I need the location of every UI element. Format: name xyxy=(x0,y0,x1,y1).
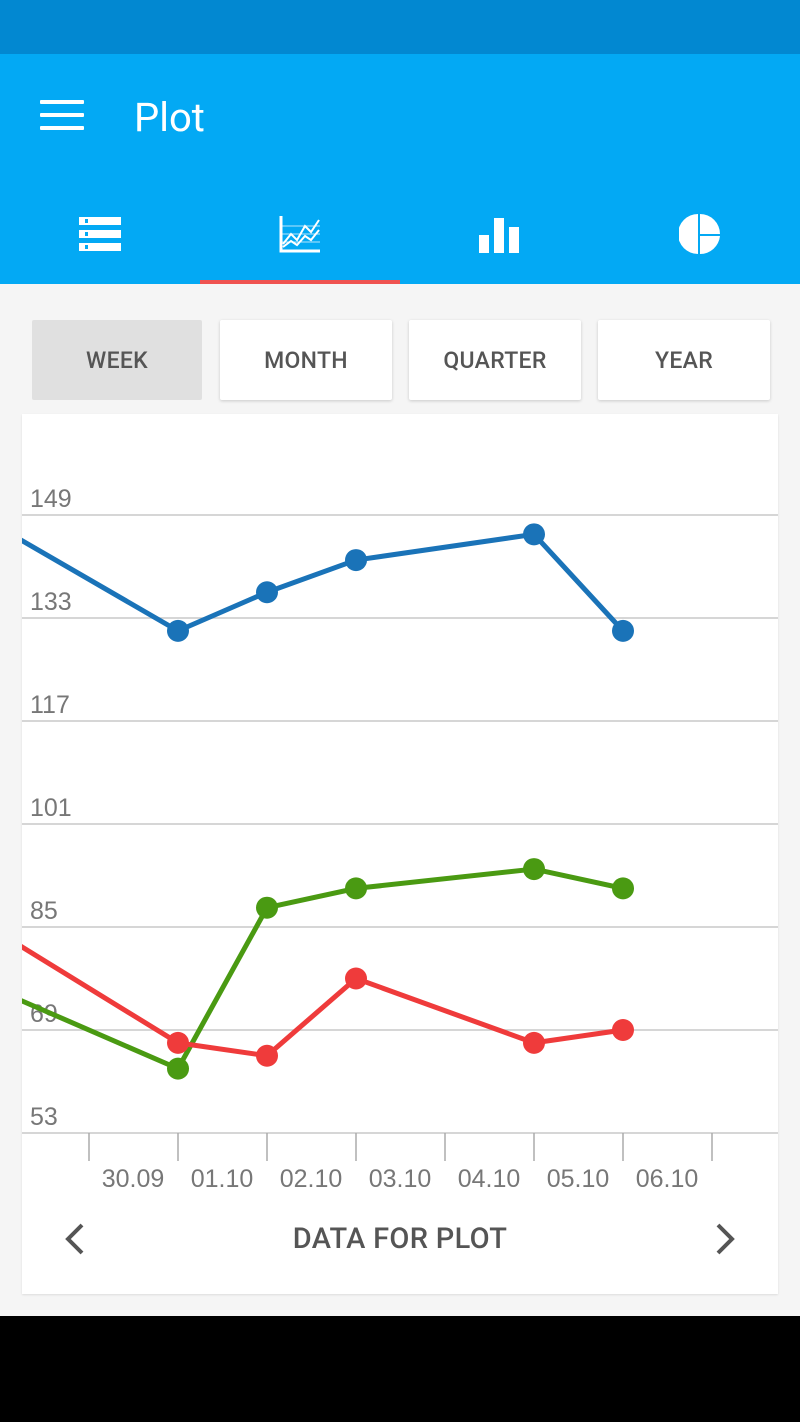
x-tick-label: 02.10 xyxy=(280,1165,343,1193)
data-point[interactable] xyxy=(167,1031,189,1054)
chart-card: 149 133 117 101 85 69 53 30.09 01.10 02.10 03.10 04… xyxy=(22,414,778,1294)
chevron-left-icon xyxy=(65,1223,84,1255)
x-tick-label: 06.10 xyxy=(636,1165,699,1193)
x-tick-label: 04.10 xyxy=(458,1165,521,1193)
tab-line-chart[interactable] xyxy=(200,184,400,284)
x-tick-label: 05.10 xyxy=(547,1165,610,1193)
x-tick-label: 01.10 xyxy=(191,1165,254,1193)
tab-indicator xyxy=(200,280,400,284)
main-content: WEEK MONTH QUARTER YEAR 149 133 117 101 85 69… xyxy=(0,284,800,1316)
data-point[interactable] xyxy=(256,896,278,919)
period-week-button[interactable]: WEEK xyxy=(32,320,202,400)
data-point[interactable] xyxy=(345,967,367,990)
period-month-button[interactable]: MONTH xyxy=(220,320,392,400)
series-line xyxy=(22,866,624,1072)
data-point[interactable] xyxy=(345,877,367,900)
tab-pie-chart[interactable] xyxy=(600,184,800,284)
line-chart-icon xyxy=(279,216,320,253)
chevron-right-icon xyxy=(716,1223,735,1255)
chart-nav-title: DATA FOR PLOT xyxy=(292,1222,508,1256)
data-point[interactable] xyxy=(612,619,634,642)
y-tick-label: 133 xyxy=(30,588,72,616)
list-icon xyxy=(79,217,121,251)
pie-chart-icon xyxy=(679,214,720,255)
data-point[interactable] xyxy=(167,619,189,642)
app-bar: Plot xyxy=(0,54,800,284)
period-year-button[interactable]: YEAR xyxy=(598,320,770,400)
series-line xyxy=(22,944,624,1059)
series-line xyxy=(22,531,625,634)
x-tick-label: 30.09 xyxy=(102,1165,165,1193)
y-tick-label: 85 xyxy=(30,897,58,925)
y-tick-label: 117 xyxy=(30,691,70,719)
data-point[interactable] xyxy=(523,523,545,546)
data-point[interactable] xyxy=(167,1057,189,1080)
navigation-bar xyxy=(0,1316,800,1422)
data-point[interactable] xyxy=(523,1031,545,1054)
tab-bar-chart[interactable] xyxy=(400,184,600,284)
page-title: Plot xyxy=(134,94,205,141)
hamburger-icon xyxy=(40,100,84,104)
data-point[interactable] xyxy=(256,1044,278,1067)
next-button[interactable] xyxy=(700,1214,750,1264)
data-point[interactable] xyxy=(612,1019,634,1041)
x-tick-label: 03.10 xyxy=(369,1165,432,1193)
previous-button[interactable] xyxy=(50,1214,100,1264)
y-tick-label: 53 xyxy=(30,1103,58,1131)
data-point[interactable] xyxy=(612,877,634,900)
data-point[interactable] xyxy=(345,549,367,572)
period-quarter-button[interactable]: QUARTER xyxy=(409,320,581,400)
menu-button[interactable] xyxy=(40,100,84,132)
y-tick-label: 149 xyxy=(30,485,72,513)
data-point[interactable] xyxy=(256,581,278,604)
bar-chart-icon xyxy=(479,218,519,253)
status-bar xyxy=(0,0,800,54)
y-tick-label: 101 xyxy=(30,794,72,822)
data-point[interactable] xyxy=(523,858,545,881)
chart-navigation: DATA FOR PLOT xyxy=(22,1204,778,1274)
tab-list[interactable] xyxy=(0,184,200,284)
